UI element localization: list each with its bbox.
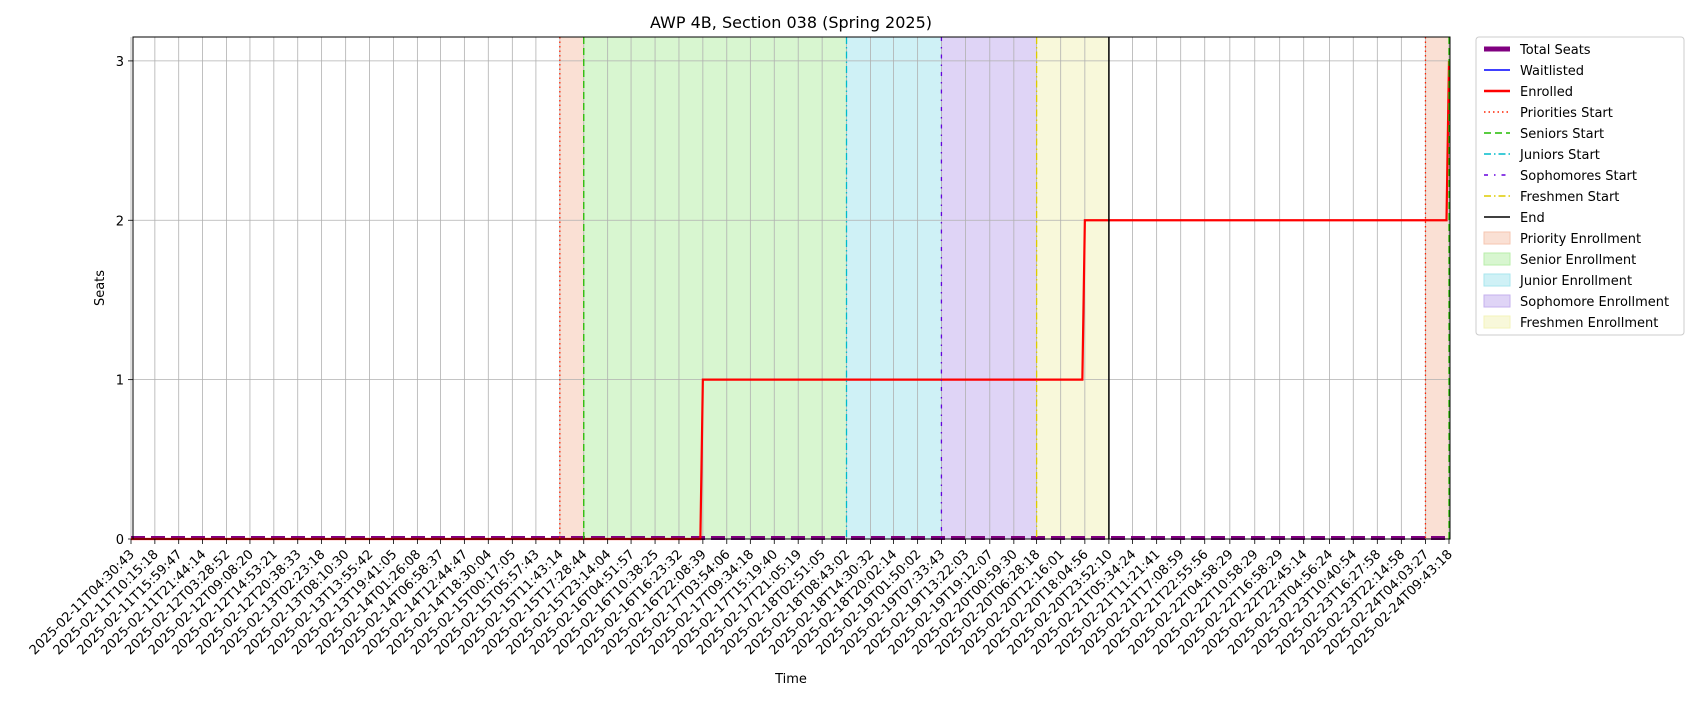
legend-swatch: [1483, 315, 1511, 329]
x-axis: 2025-02-11T04:30:432025-02-11T10:15:1820…: [27, 539, 1456, 658]
plot-frame: [132, 36, 1451, 540]
enrollment-regions: [559, 37, 1449, 539]
region-band: [583, 37, 847, 539]
y-axis-label: Seats: [93, 270, 108, 306]
legend: Total Seats Waitlisted Enrolled Priorities …: [1475, 36, 1685, 336]
legend-swatch: [1483, 231, 1511, 245]
y-axis: 0 1 2 3: [116, 55, 133, 548]
legend-label: Juniors Start: [1519, 148, 1600, 163]
legend-label: Total Seats: [1519, 43, 1591, 58]
legend-label: Priorities Start: [1520, 106, 1613, 121]
x-axis-label: Time: [774, 672, 807, 687]
y-tick-label: 2: [116, 214, 124, 229]
y-tick-label: 3: [116, 55, 124, 70]
legend-label: Enrolled: [1520, 85, 1573, 100]
grid-lines: [130, 37, 1450, 540]
legend-swatch: [1483, 273, 1511, 287]
legend-label: Priority Enrollment: [1520, 232, 1641, 247]
legend-swatch: [1483, 252, 1511, 266]
chart-title: AWP 4B, Section 038 (Spring 2025): [650, 13, 932, 32]
region-band: [1425, 37, 1449, 539]
region-band: [559, 37, 584, 539]
legend-label: End: [1520, 211, 1545, 226]
phase-markers: [559, 37, 1450, 539]
region-band: [846, 37, 942, 539]
y-tick-label: 1: [116, 374, 124, 389]
legend-swatch: [1483, 294, 1511, 308]
legend-label: Junior Enrollment: [1519, 274, 1632, 289]
y-tick-label: 0: [116, 533, 124, 548]
legend-label: Senior Enrollment: [1520, 253, 1636, 268]
region-band: [1036, 37, 1109, 539]
region-band: [941, 37, 1037, 539]
legend-label: Seniors Start: [1520, 127, 1604, 142]
legend-label: Freshmen Enrollment: [1520, 316, 1658, 331]
legend-label: Sophomores Start: [1520, 169, 1637, 184]
legend-frame: [1475, 36, 1685, 336]
legend-label: Sophomore Enrollment: [1520, 295, 1669, 310]
legend-label: Freshmen Start: [1520, 190, 1619, 205]
legend-label: Waitlisted: [1520, 64, 1584, 79]
